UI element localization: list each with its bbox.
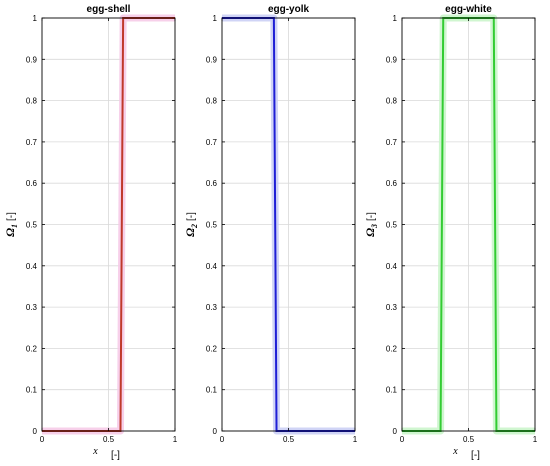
y-axis-unit: [-] [366,212,377,221]
y-tick-label: 0.9 [386,55,398,64]
x-tick-label: 0.5 [103,435,115,444]
y-axis-label: Ω2 [-] [183,212,199,237]
x-axis-unit: [-] [471,450,480,461]
x-tick-label: 1 [533,435,538,444]
x-tick-label: 0.5 [463,435,475,444]
y-tick-label: 0.1 [26,386,38,395]
chart-panel-1: 0 0.5 1 0 0.1 0.2 0.3 0.4 0.5 0.6 0.7 0.8 0.9 1 egg-sh… [3,4,178,461]
y-tick-label: 0.2 [206,344,218,353]
chart-panel-3: 0 0.5 1 0 0.1 0.2 0.3 0.4 0.5 0.6 0.7 0.8 0.9 1 egg-wh… [363,4,538,461]
y-tick-label: 0.5 [386,221,398,230]
y-tick-label: 0.8 [206,97,218,106]
y-tick-label: 0.5 [206,221,218,230]
y-tick-label: 0.8 [26,97,38,106]
y-axis-unit: [-] [186,212,197,221]
x-tick-label: 0 [40,435,45,444]
chart-title: egg-shell [87,4,131,15]
y-tick-label: 0.2 [386,344,398,353]
x-axis-label: x [452,446,458,457]
y-axis-label: Ω1 [-] [3,212,19,237]
y-axis-symbol: Ω [3,228,17,237]
y-tick-label: 0 [33,427,38,436]
y-tick-label: 0.1 [206,386,218,395]
y-tick-label: 0.7 [206,138,218,147]
x-tick-label: 1 [353,435,358,444]
y-tick-label: 0.4 [386,262,398,271]
y-tick-label: 0.7 [386,138,398,147]
chart-panel-2: 0 0.5 1 0 0.1 0.2 0.3 0.4 0.5 0.6 0.7 0.8 0.9 1 egg-yo… [183,4,358,444]
x-tick-label: 0.5 [283,435,295,444]
y-tick-label: 0.4 [26,262,38,271]
chart-title: egg-white [445,4,492,15]
y-tick-label: 0.7 [26,138,38,147]
y-tick-label: 0.1 [386,386,398,395]
y-tick-label: 0.2 [26,344,38,353]
y-tick-label: 0.6 [386,179,398,188]
y-tick-label: 1 [33,14,38,23]
y-tick-label: 0.3 [26,303,38,312]
y-axis-unit: [-] [6,212,17,221]
y-axis-subscript: 2 [190,224,199,229]
x-axis-unit: [-] [111,450,120,461]
y-axis-symbol: Ω [363,228,377,237]
x-tick-label: 0 [220,435,225,444]
y-axis-subscript: 1 [10,224,19,228]
x-tick-label: 1 [173,435,178,444]
y-tick-label: 0.9 [206,55,218,64]
chart-title: egg-yolk [268,4,310,15]
y-tick-label: 0 [213,427,218,436]
y-tick-label: 0.3 [386,303,398,312]
x-tick-label: 0 [400,435,405,444]
y-tick-label: 0.8 [386,97,398,106]
y-tick-label: 0.9 [26,55,38,64]
y-tick-label: 0.3 [206,303,218,312]
y-axis-symbol: Ω [183,228,197,237]
y-tick-label: 0 [393,427,398,436]
y-tick-label: 0.6 [206,179,218,188]
y-tick-label: 0.6 [26,179,38,188]
y-tick-label: 0.4 [206,262,218,271]
y-tick-label: 0.5 [26,221,38,230]
y-axis-label: Ω3 [-] [363,212,379,237]
x-axis-label: x [92,446,98,457]
y-axis-subscript: 3 [370,224,379,229]
y-tick-label: 1 [213,14,218,23]
y-tick-label: 1 [393,14,398,23]
